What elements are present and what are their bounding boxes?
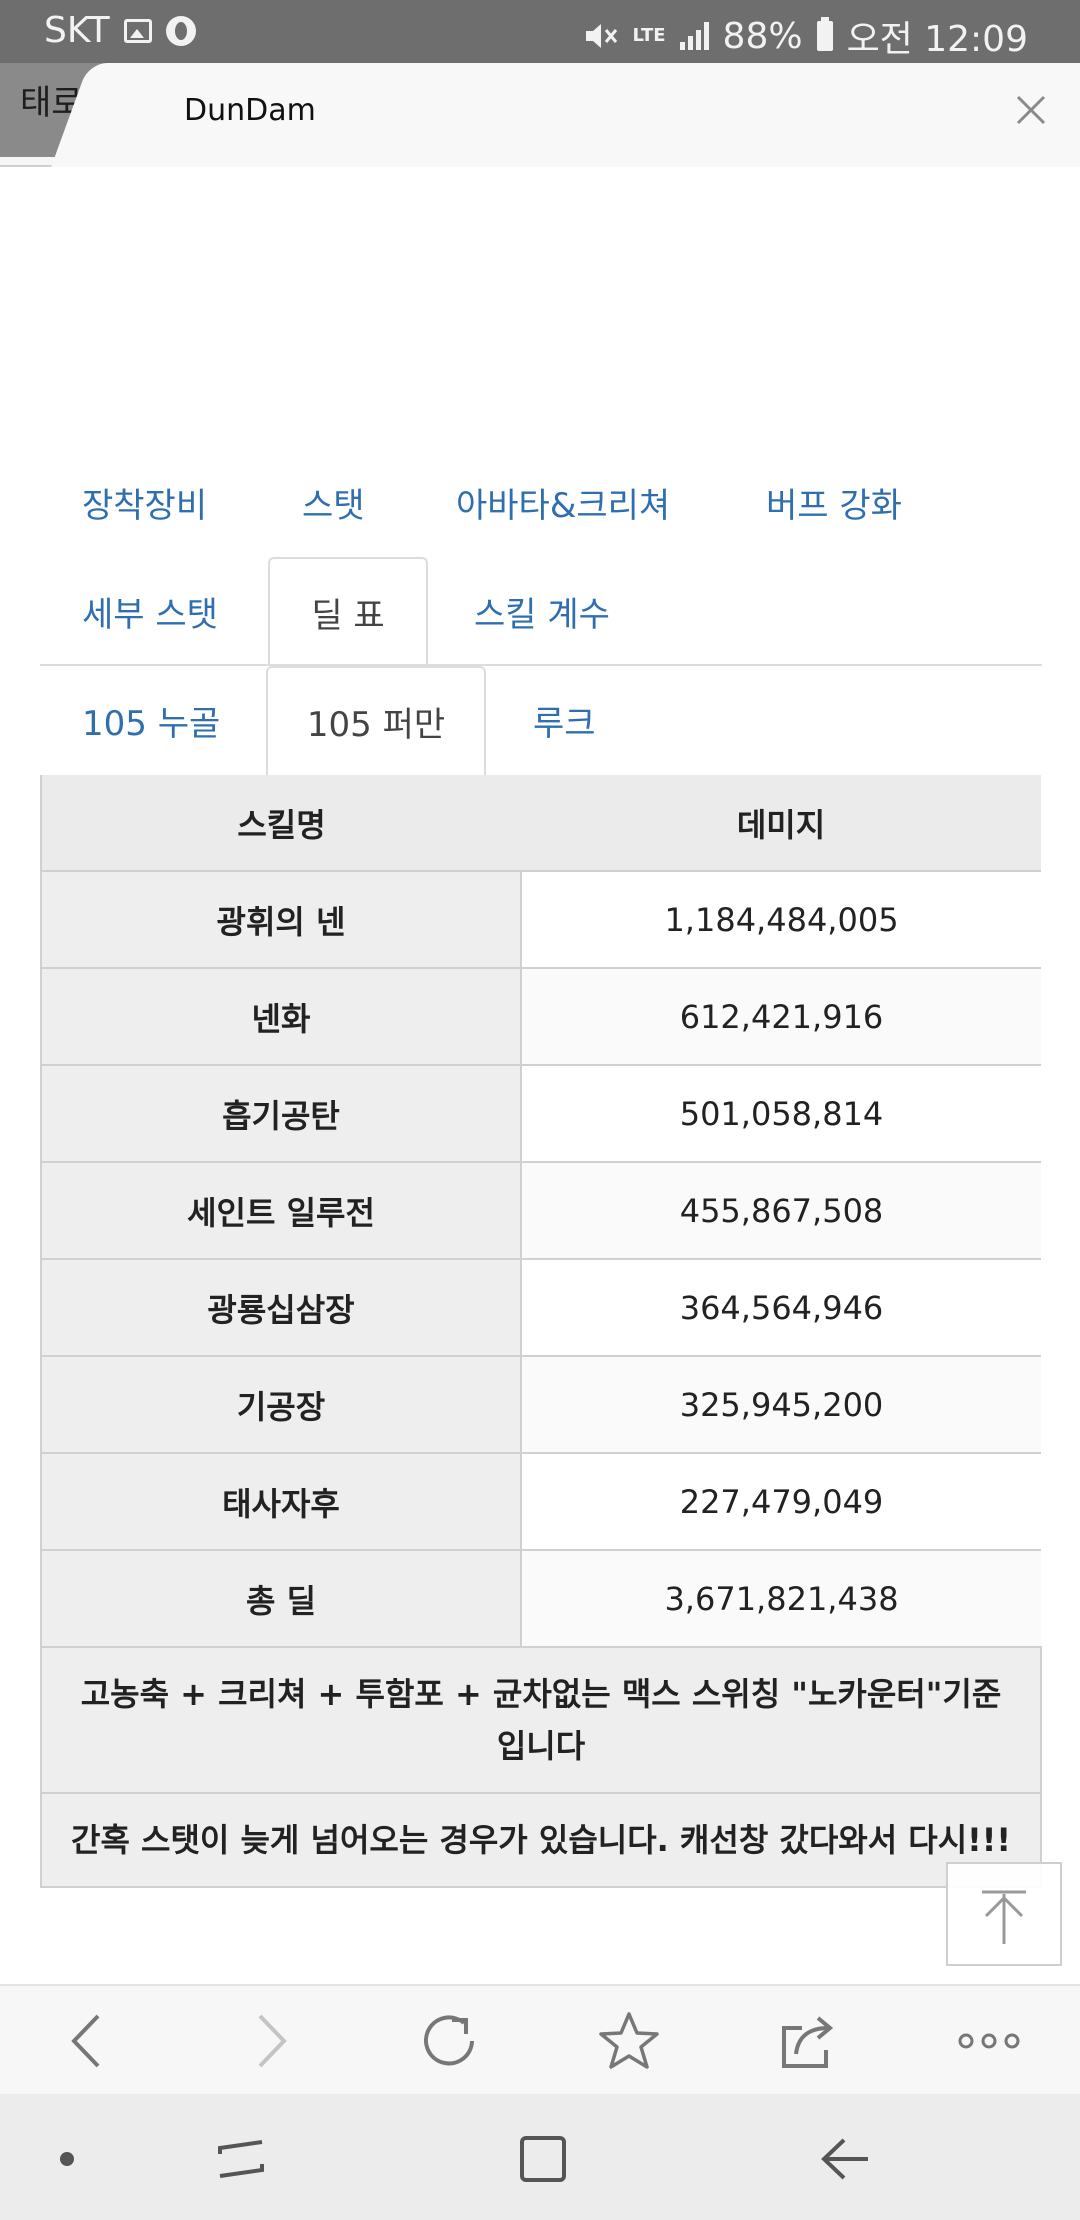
close-icon[interactable] [1006, 85, 1056, 135]
skill-name: 넨화 [40, 968, 521, 1066]
recent-apps-icon[interactable] [206, 2124, 276, 2194]
subtab-105-perman-label: 105 퍼만 [306, 705, 446, 745]
home-icon[interactable] [508, 2124, 578, 2194]
damage-table: 스킬명 데미지 광휘의 넨 1,184,484,005 넨화 612,421,9… [40, 775, 1042, 1888]
mute-icon [584, 21, 618, 51]
nav-tab-avatar-creature[interactable]: 아바타&크리쳐 [456, 486, 671, 526]
damage-value: 364,564,946 [520, 1259, 1041, 1357]
damage-value: 3,671,821,438 [520, 1550, 1041, 1648]
condition-note: 고농축 + 크리쳐 + 투함포 + 균차없는 맥스 스위칭 "노카운터"기준 입… [40, 1647, 1042, 1794]
nav-tab-skill-coefficient[interactable]: 스킬 계수 [474, 595, 610, 635]
scroll-to-top-button[interactable] [946, 1862, 1062, 1966]
column-header-skill: 스킬명 [40, 775, 521, 872]
damage-value: 325,945,200 [520, 1356, 1041, 1454]
nav-tab-equipment[interactable]: 장착장비 [82, 486, 208, 526]
globe-icon [165, 15, 196, 46]
carrier-label: SKT [44, 10, 110, 51]
status-bar: SKT LTE 88% 오전 12:09 [0, 0, 1080, 63]
subtab-105-perman[interactable]: 105 퍼만 [266, 666, 486, 775]
damage-value: 1,184,484,005 [520, 871, 1041, 969]
nav-tab-damage-table[interactable]: 딜 표 [268, 557, 428, 666]
share-icon[interactable] [774, 2006, 844, 2076]
table-row: 넨화 612,421,916 [40, 968, 1041, 1066]
image-icon [123, 18, 152, 43]
nav-tab-damage-table-label: 딜 표 [311, 596, 385, 636]
lte-icon: LTE [632, 25, 666, 46]
damage-value: 612,421,916 [520, 968, 1041, 1066]
browser-toolbar [0, 1984, 1080, 2094]
bookmark-star-icon[interactable] [594, 2006, 664, 2076]
battery-percent: 88% [722, 15, 803, 57]
browser-tab-bar: 태로 표 DunDam [0, 63, 1080, 167]
skill-name: 기공장 [40, 1356, 521, 1454]
refresh-note: 간혹 스탯이 늦게 넘어오는 경우가 있습니다. 캐선창 갔다와서 다시!!! [40, 1793, 1042, 1888]
signal-icon [679, 22, 709, 50]
note-row: 고농축 + 크리쳐 + 투함포 + 균차없는 맥스 스위칭 "노카운터"기준 입… [40, 1647, 1042, 1794]
nav-tab-stats[interactable]: 스탯 [302, 486, 365, 526]
forward-icon[interactable] [236, 2006, 306, 2076]
more-options-icon[interactable] [954, 2006, 1024, 2076]
clock: 오전 12:09 [846, 19, 1028, 60]
skill-name: 흡기공탄 [40, 1065, 521, 1163]
browser-tab-active[interactable]: DunDam [110, 63, 1080, 167]
nav-divider-1 [40, 664, 1042, 666]
table-row: 흡기공탄 501,058,814 [40, 1065, 1041, 1163]
damage-value: 501,058,814 [520, 1065, 1041, 1163]
skill-name: 태사자후 [40, 1453, 521, 1551]
table-header-row: 스킬명 데미지 [40, 775, 1041, 872]
subtab-luke[interactable]: 루크 [533, 704, 596, 744]
nav-tab-detail-stats[interactable]: 세부 스탯 [82, 595, 218, 635]
arrow-up-icon [982, 1890, 1026, 1944]
damage-value: 227,479,049 [520, 1453, 1041, 1551]
damage-value: 455,867,508 [520, 1162, 1041, 1260]
skill-name: 광휘의 넨 [40, 871, 521, 969]
subtab-105-nugol[interactable]: 105 누골 [82, 704, 221, 744]
refresh-icon[interactable] [414, 2006, 484, 2076]
column-header-damage: 데미지 [521, 775, 1041, 872]
system-navigation-bar [0, 2094, 1080, 2220]
ad-space [0, 167, 1080, 457]
back-icon[interactable] [52, 2006, 122, 2076]
battery-icon [816, 17, 833, 51]
table-row: 세인트 일루전 455,867,508 [40, 1162, 1041, 1260]
note-row: 간혹 스탯이 늦게 넘어오는 경우가 있습니다. 캐선창 갔다와서 다시!!! [40, 1793, 1042, 1888]
nav-tab-buff[interactable]: 버프 강화 [766, 486, 902, 526]
table-row: 기공장 325,945,200 [40, 1356, 1041, 1454]
table-row-total: 총 딜 3,671,821,438 [40, 1550, 1041, 1648]
table-row: 태사자후 227,479,049 [40, 1453, 1041, 1551]
table-row: 광룡십삼장 364,564,946 [40, 1259, 1041, 1357]
skill-name: 세인트 일루전 [40, 1162, 521, 1260]
browser-tab-title: DunDam [184, 93, 316, 128]
skill-name: 총 딜 [40, 1550, 521, 1648]
system-back-icon[interactable] [810, 2124, 880, 2194]
dot-indicator-icon [60, 2152, 74, 2166]
table-row: 광휘의 넨 1,184,484,005 [40, 871, 1041, 969]
skill-name: 광룡십삼장 [40, 1259, 521, 1357]
